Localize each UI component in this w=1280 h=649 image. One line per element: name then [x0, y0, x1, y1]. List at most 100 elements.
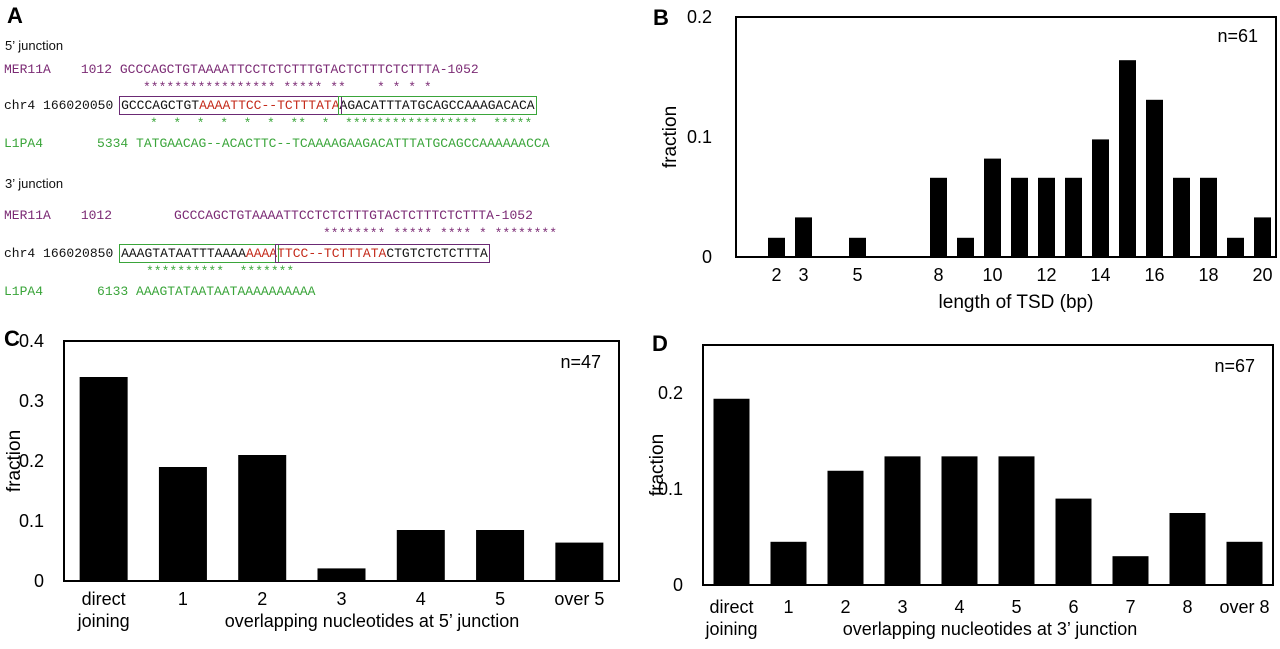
ytick-b-1: 0.1: [687, 127, 712, 147]
bar-b-10: [984, 158, 1001, 257]
bar-d-1: [770, 541, 807, 585]
l1-start: 5334: [97, 136, 129, 151]
bar-b-9: [957, 237, 974, 257]
chr-pos: 166020050: [43, 98, 114, 113]
ytick-c-3: 0.3: [19, 391, 44, 411]
xtick-c-3-0: 3: [336, 589, 346, 609]
junction5-l1-stars: * * * * * * ** * ***************** *****: [150, 116, 533, 131]
bar-d-5: [998, 456, 1035, 585]
annotation-b: n=61: [1217, 26, 1258, 46]
xtick-d-4-0: 4: [954, 597, 964, 617]
xtick-c-0-1: joining: [77, 611, 130, 631]
ytick-c-1: 0.1: [19, 511, 44, 531]
xtick-d-8-0: 8: [1182, 597, 1192, 617]
chr-seq-mer-box: GCCCAGCTGTAAAATTCC--TCTTTATA: [119, 96, 342, 115]
bar-b-15: [1119, 60, 1136, 258]
bar-b-8: [930, 177, 947, 257]
l1-seq: TATGAACAG--ACACTTC--TCAAAAGAAGACATTTATGC…: [136, 136, 550, 151]
bar-b-3: [795, 217, 812, 257]
xtick-d-2-0: 2: [840, 597, 850, 617]
ytick-d-0: 0: [673, 575, 683, 595]
bar-d-4: [941, 456, 978, 585]
xtick-b-9: 20: [1252, 265, 1272, 285]
xtick-d-0-1: joining: [704, 619, 757, 639]
bar-b-11: [1011, 177, 1028, 257]
panel-d-label: D: [652, 331, 668, 356]
bar-c-1: [158, 467, 207, 581]
xtick-d-5-0: 5: [1011, 597, 1021, 617]
bar-d-3: [884, 456, 921, 585]
annotation-c: n=47: [560, 352, 601, 372]
mer-seq: GCCCAGCTGTAAAATTCCTCTCTTTGTACTCTTTCTCTTT…: [174, 208, 533, 223]
ytick-c-0: 0: [34, 571, 44, 591]
bar-d-9: [1226, 541, 1263, 585]
junction3-title: 3’ junction: [5, 176, 64, 191]
l1-name: L1PA4: [4, 284, 44, 299]
xtick-b-7: 16: [1144, 265, 1164, 285]
xlabel-b: length of TSD (bp): [939, 292, 1094, 313]
plot-frame-d: [702, 344, 1274, 586]
mer-seq: GCCCAGCTGTAAAATTCCTCTCTTTGTACTCTTTCTCTTT…: [119, 62, 479, 77]
chr-seq-l1-box: AAAGTATAATTTAAAAAAAA: [119, 244, 280, 263]
l1-start: 6133: [97, 284, 129, 299]
bar-d-2: [827, 470, 864, 585]
ylabel-c: fraction: [4, 430, 25, 492]
bar-b-17: [1173, 177, 1190, 257]
bar-c-4: [396, 530, 445, 581]
xtick-b-2: 5: [852, 265, 862, 285]
chr-pos: 166020850: [43, 246, 114, 261]
annotation-d: n=67: [1214, 356, 1255, 376]
chr-seq-c: TTCC--TCTTTATA: [277, 246, 387, 261]
xtick-c-2-0: 2: [257, 589, 267, 609]
bar-d-7: [1112, 556, 1149, 585]
chr-name: chr4: [4, 98, 36, 113]
chr-seq-a: GCCCAGCTGT: [121, 98, 200, 113]
chr-seq-a: AAAGTATAATTTAAAA: [121, 246, 246, 261]
panel-c-label: C: [4, 326, 20, 351]
xlabel-c: overlapping nucleotides at 5’ junction: [225, 611, 520, 631]
junction3-chr-row: chr4 166020850 AAAGTATAATTTAAAAAAAATTCC-…: [4, 244, 490, 263]
bar-b-16: [1146, 99, 1163, 257]
bar-b-12: [1038, 177, 1055, 257]
chr-seq-c: AGACATTTATGCAGCCAAAGACACA: [337, 96, 537, 115]
chr-name: chr4: [4, 246, 36, 261]
panel-a-label: A: [7, 3, 23, 28]
xtick-b-4: 10: [982, 265, 1002, 285]
l1-name: L1PA4: [4, 136, 44, 151]
ytick-b-0: 0: [702, 247, 712, 267]
xtick-c-4-0: 4: [416, 589, 426, 609]
bar-b-19: [1227, 237, 1244, 257]
junction5-mer-row: MER11A 1012 GCCCAGCTGTAAAATTCCTCTCTTTGTAC…: [4, 62, 479, 78]
ytick-b-2: 0.2: [687, 7, 712, 27]
bar-b-13: [1065, 177, 1082, 257]
bar-b-18: [1200, 177, 1217, 257]
xtick-d-3-0: 3: [897, 597, 907, 617]
ytick-c-4: 0.4: [19, 331, 44, 351]
bar-b-14: [1092, 139, 1109, 257]
junction3-mer-row: MER11A 1012 GCCCAGCTGTAAAATTCCTCTCTTTGTACT…: [4, 208, 533, 224]
mer-name: MER11A: [4, 208, 51, 223]
xtick-d-9-0: over 8: [1219, 597, 1269, 617]
bar-b-20: [1254, 217, 1271, 257]
xtick-d-6-0: 6: [1068, 597, 1078, 617]
bar-d-8: [1169, 513, 1206, 585]
chr-seq-d: CTGTCTCTCTTTA: [386, 246, 488, 261]
bar-c-0: [79, 377, 128, 581]
junction3-mer-stars: ******** ***** **** * ********: [323, 226, 558, 241]
l1-seq: AAAGTATAATAATAAAAAAAAAA: [136, 284, 316, 299]
ytick-c-2: 0.2: [19, 451, 44, 471]
plot-frame-b: [735, 16, 1277, 258]
junction5-mer-stars: ***************** ***** ** * * * *: [143, 80, 432, 95]
junction3-l1-stars: ********** *******: [146, 264, 295, 279]
junction5-chr-row: chr4 166020050 GCCCAGCTGTAAAATTCC--TCTTT…: [4, 96, 537, 115]
mer-name: MER11A: [4, 62, 51, 77]
chr-seq-mer-box: TTCC--TCTTTATACTGTCTCTCTTTA: [275, 244, 490, 263]
bar-b-2: [768, 237, 785, 257]
bar-c-6: [555, 542, 604, 581]
ylabel-d: fraction: [647, 434, 668, 496]
ytick-d-1: 0.1: [658, 479, 683, 499]
xtick-c-0-0: direct: [82, 589, 126, 609]
plot-frame-c: [63, 340, 620, 582]
xtick-b-0: 2: [771, 265, 781, 285]
chr-seq-b: AAAATTCC--TCTTTATA: [199, 98, 340, 113]
